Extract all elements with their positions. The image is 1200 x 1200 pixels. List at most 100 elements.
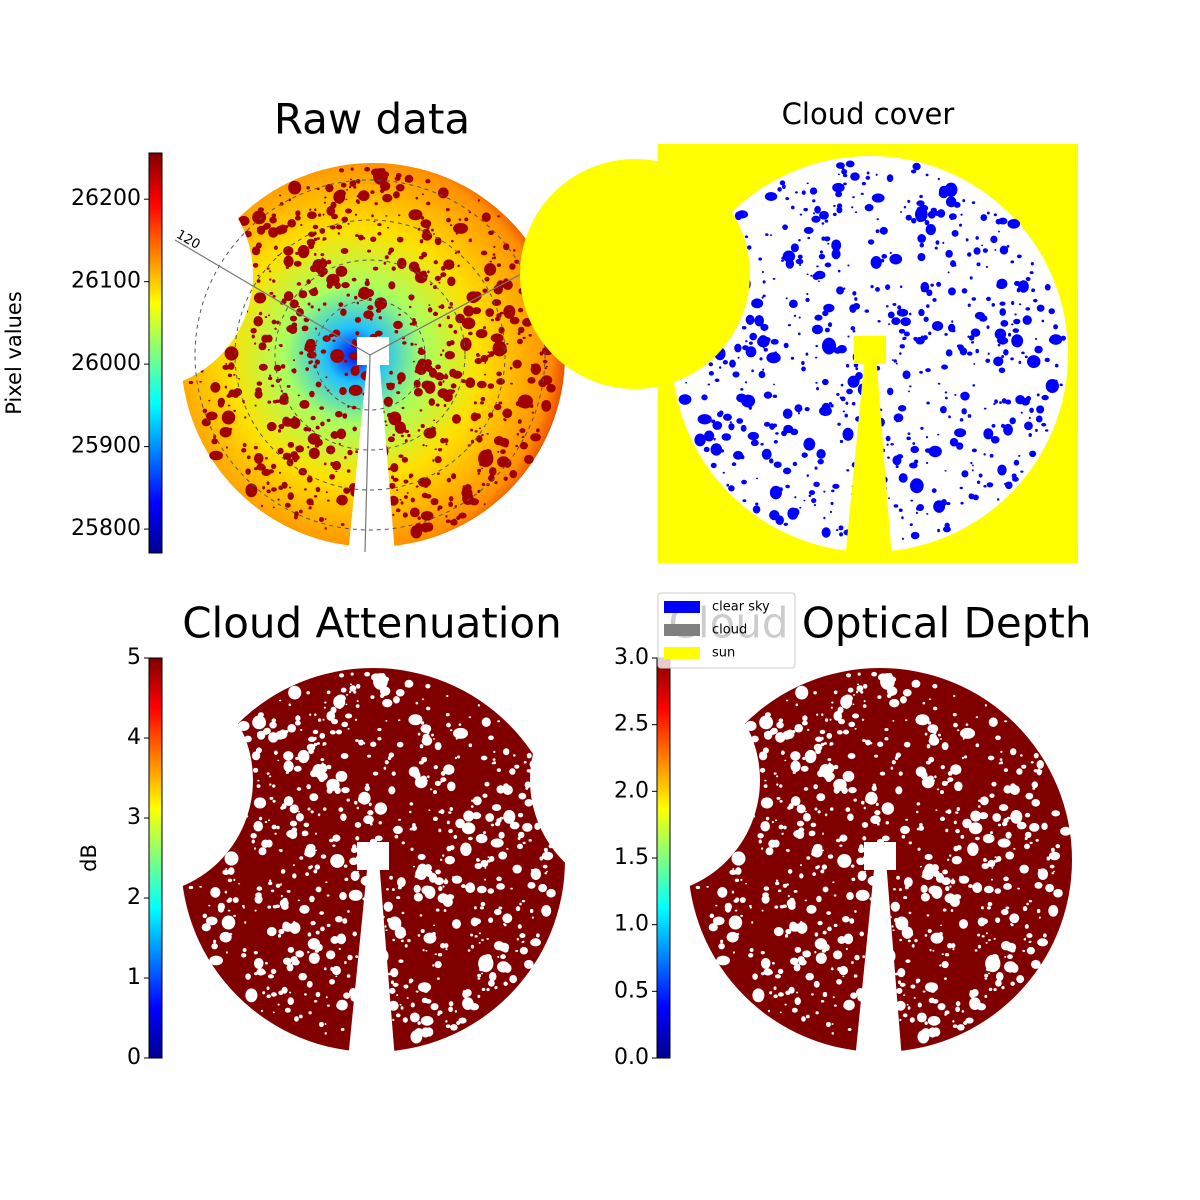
cloud-spot xyxy=(341,786,350,794)
cloud-spot xyxy=(855,690,859,694)
cloud-spot xyxy=(241,448,247,453)
cloud-spot xyxy=(761,847,764,850)
cloud-spot xyxy=(916,206,927,215)
cloud-spot xyxy=(503,418,506,421)
cloud-spot xyxy=(498,401,503,405)
cloud-spot xyxy=(811,851,819,857)
cloud-spot xyxy=(418,347,422,351)
cloud-spot xyxy=(401,456,409,463)
cloud-spot xyxy=(412,865,416,868)
polar-axis xyxy=(364,354,371,553)
cloud-spot xyxy=(897,968,906,978)
cloud-spot xyxy=(985,941,988,944)
cloud-spot xyxy=(798,332,801,336)
cloud-spot xyxy=(790,205,795,210)
cloud-spot xyxy=(497,720,501,723)
cloud-spot xyxy=(1010,923,1013,926)
cloud-spot xyxy=(245,468,251,475)
cloud-spot xyxy=(742,499,747,503)
cloud-spot xyxy=(349,180,357,187)
cloud-spot xyxy=(835,191,843,198)
cloud-spot xyxy=(985,358,991,363)
cloud-spot xyxy=(421,380,433,390)
cloud-spot xyxy=(257,274,260,277)
cloud-spot xyxy=(448,828,453,834)
cloud-spot xyxy=(430,498,439,506)
cloud-spot xyxy=(1035,428,1038,432)
cloud-spot xyxy=(857,870,867,882)
cloud-spot xyxy=(408,980,412,984)
cloud-spot xyxy=(956,729,960,732)
cloud-spot xyxy=(963,1020,968,1026)
cloud-spot xyxy=(734,878,740,883)
cloud-spot xyxy=(272,506,275,509)
cloud-spot xyxy=(902,370,911,380)
cloud-spot xyxy=(463,810,474,822)
cloud-spot xyxy=(265,839,273,848)
cloud-spot xyxy=(287,997,294,1005)
cloud-spot xyxy=(965,1017,974,1024)
cloud-spot xyxy=(540,375,553,386)
cloud-spot xyxy=(710,462,717,469)
cloud-spot xyxy=(833,764,839,770)
cloud-spot xyxy=(763,421,771,427)
cloud-spot xyxy=(346,974,351,978)
cloud-spot xyxy=(855,371,863,380)
mask-square xyxy=(357,842,389,870)
cloud-spot xyxy=(474,430,478,433)
cloud-spot xyxy=(252,262,259,268)
cloud-spot xyxy=(745,340,748,343)
cloud-spot xyxy=(973,247,981,255)
cloud-spot xyxy=(279,849,283,853)
cloud-spot xyxy=(1010,810,1023,824)
cloud-spot xyxy=(824,813,828,817)
cloud-spot xyxy=(781,832,784,835)
cloud-spot xyxy=(991,303,996,307)
cloud-spot xyxy=(509,366,513,370)
cloud-spot xyxy=(773,994,778,999)
cloud-spot xyxy=(348,690,352,694)
cloud-spot xyxy=(436,977,440,980)
cloud-spot xyxy=(815,952,827,964)
cloud-spot xyxy=(972,384,976,387)
cloud-spot xyxy=(428,398,436,406)
cloud-spot xyxy=(449,224,453,227)
cloud-spot xyxy=(1013,280,1021,286)
cloud-spot xyxy=(837,269,841,273)
cloud-spot xyxy=(384,420,387,423)
cloud-spot xyxy=(390,968,399,978)
cloud-spot xyxy=(492,253,496,256)
cloud-spot xyxy=(357,796,365,803)
cloud-spot xyxy=(340,308,347,317)
cloud-spot xyxy=(446,820,450,825)
cloud-spot xyxy=(708,923,718,932)
cloud-spot xyxy=(928,756,935,763)
cloud-spot xyxy=(911,217,917,224)
cloud-spot xyxy=(953,201,961,208)
cloud-spot xyxy=(837,854,852,868)
cloud-spot xyxy=(833,778,847,791)
cloud-spot xyxy=(280,389,283,393)
cloud-spot xyxy=(773,772,777,775)
cloud-spot xyxy=(434,742,442,751)
cloud-spot xyxy=(455,818,465,829)
cloud-spot xyxy=(245,973,251,980)
cloud-spot xyxy=(804,899,808,902)
cloud-spot xyxy=(900,825,910,835)
polar-axis xyxy=(174,239,371,356)
cloud-spot xyxy=(703,446,710,453)
cloud-spot xyxy=(367,754,372,758)
cloud-spot xyxy=(408,294,415,301)
cloud-spot xyxy=(892,720,895,722)
cloud-spot xyxy=(794,997,801,1005)
cloud-spot xyxy=(404,174,414,183)
cloud-spot xyxy=(816,449,826,459)
cloud-spot xyxy=(1024,836,1028,841)
cloud-spot xyxy=(936,281,942,287)
cloud-spot xyxy=(364,280,370,287)
cloud-spot xyxy=(955,828,960,834)
cloud-spot xyxy=(978,812,989,820)
cloud-spot xyxy=(832,182,845,193)
cloud-spot xyxy=(307,950,310,954)
cloud-spot xyxy=(945,349,953,357)
